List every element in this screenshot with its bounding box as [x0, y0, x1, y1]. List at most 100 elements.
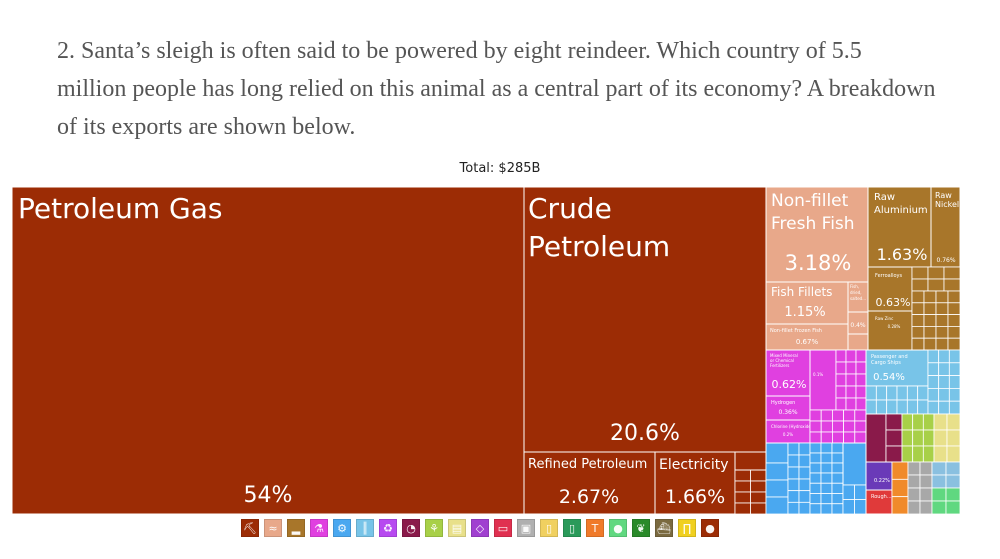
- tile-small-mineral: [750, 480, 767, 493]
- tile-value-hydrogen: 0.36%: [778, 409, 797, 416]
- tile-small-metal: [947, 325, 961, 339]
- box-icon[interactable]: ▣: [517, 519, 535, 537]
- tile-small-lightgreen: [931, 500, 947, 515]
- tile-small-transport: [938, 349, 950, 364]
- tile-small-grey: [907, 500, 921, 515]
- tile-small-transport: [927, 362, 940, 376]
- tile-small-transport: [865, 385, 877, 401]
- tile-small-chem: [809, 420, 822, 433]
- tile-small-chem: [835, 385, 847, 399]
- tile-small-mineral: [750, 491, 767, 504]
- tile-small-chem: [845, 397, 857, 411]
- tile-value-purple: 0.22%: [874, 478, 890, 484]
- tile-small-grey: [907, 487, 921, 502]
- tile-label-chlorine: Chlorine (Hydroxide): [771, 424, 813, 429]
- tile-small-yellow: [933, 429, 948, 447]
- tile-small-machine: [798, 501, 811, 515]
- shirt-icon[interactable]: T: [586, 519, 604, 537]
- tile-small-grey: [907, 461, 921, 476]
- flask-icon[interactable]: ⚗: [310, 519, 328, 537]
- road-icon[interactable]: ║: [356, 519, 374, 537]
- tile-small-chem: [855, 361, 867, 375]
- gauge-icon[interactable]: ◔: [402, 519, 420, 537]
- tile-small-machine: [798, 454, 811, 468]
- tile-small-transport: [896, 385, 908, 401]
- leaf-icon[interactable]: ❦: [632, 519, 650, 537]
- gear-icon[interactable]: ⚙: [333, 519, 351, 537]
- bottle-icon[interactable]: ▯: [540, 519, 558, 537]
- tile-small-machine: [809, 472, 822, 484]
- recycle-icon[interactable]: ♻: [379, 519, 397, 537]
- tile-small-metal: [923, 302, 937, 315]
- tile-small-green: [912, 445, 924, 463]
- tile-small-transport: [948, 400, 961, 415]
- tomato-icon[interactable]: ●: [609, 519, 627, 537]
- tile-small-chem: [835, 361, 847, 375]
- scroll-icon[interactable]: ▤: [448, 519, 466, 537]
- tile-small-machine: [820, 493, 833, 505]
- tile-small-metal: [911, 278, 929, 292]
- tile-label-raw-aluminium: Aluminium: [874, 205, 928, 216]
- anvil-icon[interactable]: ▂: [287, 519, 305, 537]
- tile-small-machine: [765, 462, 789, 481]
- fish-icon[interactable]: ≈: [264, 519, 282, 537]
- tile-small-transport: [927, 375, 940, 389]
- tile-small-metal: [935, 314, 949, 327]
- tile-label-mixed-fertilizers: or Chemical: [770, 358, 794, 363]
- tile-value-fish-small: 0.4%: [850, 322, 866, 329]
- tile-machine: [842, 442, 867, 486]
- tile-small-green: [922, 445, 935, 463]
- tile-value-crude-petroleum: 20.6%: [610, 421, 680, 446]
- tile-small-metal: [911, 325, 925, 339]
- ticket-icon[interactable]: ▭: [494, 519, 512, 537]
- orange-icon[interactable]: ●: [701, 519, 719, 537]
- tile-small-chem: [820, 431, 833, 444]
- tile-small-metal: [911, 314, 925, 327]
- tile-small-chem: [855, 397, 867, 411]
- tile-value-ferroalloys: 0.63%: [876, 296, 911, 309]
- tile-small-machine: [831, 472, 844, 484]
- tile-label-mixed-fertilizers: Mixed Mineral: [770, 353, 798, 358]
- tile-small-chem: [845, 349, 857, 363]
- tile-value-passenger-cargo-ships: 0.54%: [873, 372, 905, 383]
- tile-value-non-fillet-fresh-fish: 3.18%: [785, 251, 852, 275]
- tile-small-yellow: [946, 429, 961, 447]
- tile-small-machine: [787, 442, 800, 456]
- tile-small-machine: [831, 462, 844, 474]
- tile-small-machine: [798, 466, 811, 480]
- tile-small-transport: [938, 387, 950, 402]
- tile-small-metal: [947, 302, 961, 315]
- pickaxe-icon[interactable]: ⛏: [241, 519, 259, 537]
- tile-purple: [865, 461, 893, 491]
- tile-small-machine: [809, 482, 822, 494]
- easel-icon[interactable]: ∏: [678, 519, 696, 537]
- tile-small-metal: [947, 314, 961, 327]
- tile-small-chem: [854, 420, 867, 433]
- tile-small-transport: [927, 349, 940, 364]
- tile-small-lightblue: [945, 461, 961, 476]
- tile-label-non-fillet-frozen-fish: Non-fillet Frozen Fish: [770, 328, 822, 334]
- ship-icon[interactable]: ⛴: [655, 519, 673, 537]
- tile-small-machine: [765, 479, 789, 498]
- wheat-icon[interactable]: ⚘: [425, 519, 443, 537]
- door-icon[interactable]: ▯: [563, 519, 581, 537]
- tile-small-machine: [831, 493, 844, 505]
- tile-small-mineral: [734, 451, 767, 471]
- tile-small-metal: [943, 278, 961, 292]
- tile-small-orange: [891, 496, 909, 515]
- tile-small-machine: [820, 452, 833, 464]
- tile-small-grey: [907, 474, 921, 489]
- gem-icon[interactable]: ◇: [471, 519, 489, 537]
- chart-title: Total: $285B: [459, 161, 541, 176]
- tile-small-machine: [831, 482, 844, 494]
- tile-small-chem: [809, 409, 822, 422]
- tile-small-machine: [831, 452, 844, 464]
- tile-small-metal: [911, 337, 925, 351]
- tile-small-machine: [809, 442, 822, 454]
- tile-fish-small: [847, 333, 869, 351]
- tile-small-chem: [835, 349, 847, 363]
- tile-small-machine: [809, 462, 822, 474]
- tile-small-machine: [842, 484, 855, 500]
- tile-small-transport: [927, 400, 940, 415]
- tile-small-transport: [906, 385, 919, 401]
